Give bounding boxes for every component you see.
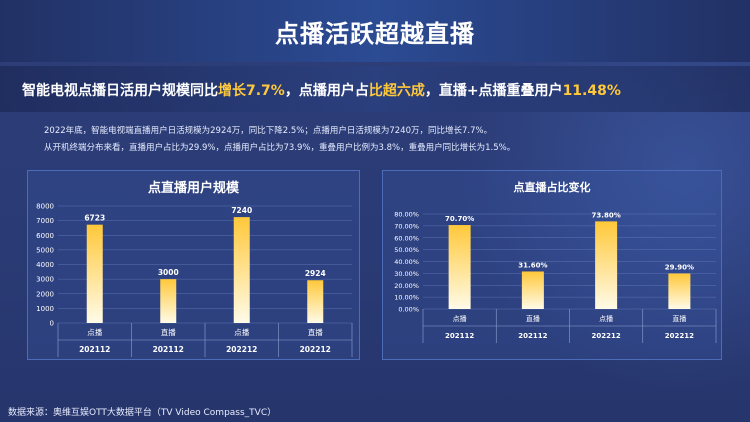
category-label: 点播: [453, 314, 467, 323]
bar-chart-share: 0.00% 10.00% 20.00% 30.00% 40.00% 50.00% 60.00…: [394, 211, 717, 343]
headline-part3: ，直播+点播重叠用户: [424, 83, 563, 99]
category-label: 直播: [526, 314, 540, 323]
headline-part1: 智能电视点播日活用户规模同比: [22, 83, 218, 99]
data-label: 70.70%: [445, 215, 474, 223]
headline-highlight-overlap: 11.48%: [562, 83, 621, 99]
category-label: 直播: [672, 314, 686, 323]
data-label: 73.80%: [592, 211, 621, 219]
group-label: 202112: [518, 332, 547, 340]
data-label: 29.90%: [665, 263, 694, 271]
bar: [233, 217, 250, 323]
data-label: 6723: [84, 214, 105, 223]
chart-title-share: 点直播占比变化: [513, 181, 591, 194]
y-tick-label: 3000: [36, 276, 54, 284]
group-label: 202212: [226, 345, 257, 354]
bar: [86, 224, 103, 323]
y-tick-label: 4000: [36, 261, 54, 269]
bar: [668, 273, 691, 309]
bar: [521, 271, 544, 309]
y-tick-label: 2000: [36, 290, 54, 298]
headline: 智能电视点播日活用户规模同比增长7.7%，点播用户占比超六成，直播+点播重叠用户…: [22, 80, 621, 100]
bar-chart-scale: 0 1000 2000 3000 4000 5000 6000 7000 8000 6723 点播 2…: [36, 203, 353, 357]
group-label: 202212: [665, 332, 694, 340]
category-label: 直播: [161, 327, 176, 337]
group-label: 202112: [445, 332, 474, 340]
category-label: 点播: [87, 327, 102, 337]
headline-band: [0, 66, 750, 112]
y-tick-label: 8000: [36, 203, 54, 211]
bar: [595, 221, 618, 309]
description-line-1: 2022年底，智能电视端直播用户日活规模为2924万，同比下降2.5%；点播用户…: [44, 126, 493, 136]
y-tick-label: 20.00%: [394, 282, 419, 290]
headline-highlight-share: 比超六成: [368, 83, 425, 99]
data-label: 3000: [158, 268, 179, 277]
header-bar: [0, 0, 750, 62]
category-label: 点播: [599, 314, 613, 323]
chart-title-scale: 点直播用户规模: [147, 181, 239, 196]
y-tick-label: 50.00%: [394, 246, 419, 254]
y-tick-label: 30.00%: [394, 270, 419, 278]
y-tick-label: 1000: [36, 305, 54, 313]
headline-part2: ，点播用户占: [284, 83, 369, 99]
group-label: 202112: [153, 345, 184, 354]
page-title: 点播活跃超越直播: [275, 20, 475, 48]
y-tick-label: 10.00%: [394, 294, 419, 302]
data-label: 2924: [305, 269, 326, 278]
y-tick-label: 0.00%: [398, 306, 419, 314]
y-tick-label: 70.00%: [394, 222, 419, 230]
y-tick-label: 6000: [36, 232, 54, 240]
headline-highlight-growth: 增长7.7%: [218, 83, 285, 99]
data-label: 7240: [231, 206, 252, 215]
data-label: 31.60%: [518, 261, 547, 269]
y-tick-label: 40.00%: [394, 258, 419, 266]
y-tick-label: 0: [50, 320, 54, 328]
chart-panel-share: 点直播占比变化 0.00% 10.00% 20.00% 30.00% 40.00% 50.…: [382, 170, 722, 360]
y-tick-label: 80.00%: [394, 211, 419, 219]
bar: [307, 280, 324, 323]
group-label: 202112: [79, 345, 110, 354]
bar: [160, 279, 177, 323]
group-label: 202212: [300, 345, 331, 354]
y-tick-label: 7000: [36, 217, 54, 225]
category-label: 点播: [234, 327, 249, 337]
description-line-2: 从开机终端分布来看，直播用户占比为29.9%，点播用户占比为73.9%，重叠用户…: [44, 143, 516, 153]
group-label: 202212: [592, 332, 621, 340]
y-tick-label: 60.00%: [394, 234, 419, 242]
bar: [448, 225, 471, 309]
category-label: 直播: [308, 327, 323, 337]
data-source: 数据来源：奥维互娱OTT大数据平台（TV Video Compass_TVC）: [8, 408, 277, 418]
y-tick-label: 5000: [36, 246, 54, 254]
chart-panel-scale: 点直播用户规模 0 1000 2000 3000 4000 5000 6000 7000 800…: [27, 170, 360, 360]
